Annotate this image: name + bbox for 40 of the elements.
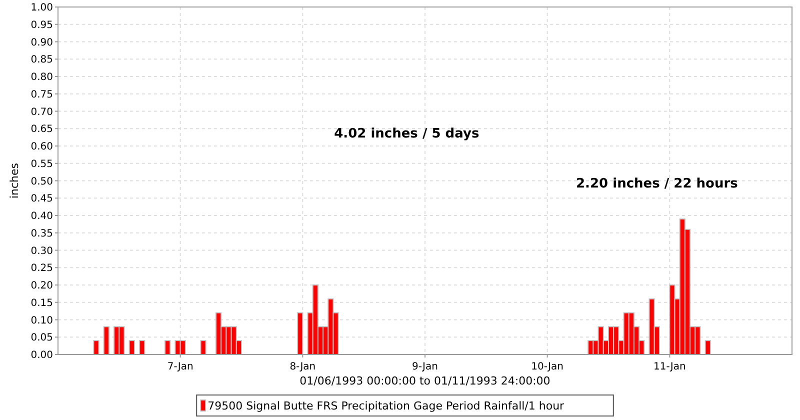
bar — [669, 284, 676, 355]
bar — [128, 340, 135, 355]
bar — [704, 340, 711, 355]
bar — [297, 312, 304, 355]
y-tick-label: 0.95 — [30, 20, 53, 31]
x-tick-label: 8-Jan — [290, 362, 316, 372]
y-tick-label: 1.00 — [30, 2, 53, 14]
y-tick-label: 0.60 — [30, 142, 53, 152]
y-tick-label: 0.05 — [30, 332, 53, 344]
y-tick-label: 0.25 — [30, 263, 53, 274]
bar — [139, 340, 146, 355]
legend-label: 79500 Signal Butte FRS Precipitation Gage Period Rainfall/1 hour — [208, 400, 565, 412]
y-tick-label: 0.10 — [30, 315, 53, 326]
x-tick-label: 7-Jan — [167, 362, 194, 372]
y-tick-label: 0.35 — [30, 228, 53, 240]
y-tick-label: 0.90 — [30, 37, 53, 48]
y-tick-label: 0.40 — [30, 211, 53, 222]
y-tick-label: 0.80 — [30, 72, 53, 83]
x-tick-label: 11-Jan — [654, 362, 686, 372]
y-tick-label: 0.20 — [30, 280, 53, 292]
x-tick-label: 10-Jan — [531, 362, 564, 372]
y-tick-label: 0.55 — [30, 158, 53, 170]
x-axis-title: 01/06/1993 00:00:00 to 01/11/1993 24:00:00 — [300, 374, 550, 388]
bar — [93, 340, 100, 355]
y-tick-label: 0.45 — [30, 194, 53, 205]
bar — [200, 340, 206, 355]
y-tick-label: 0.75 — [30, 89, 53, 100]
bar — [164, 340, 171, 355]
y-tick-label: 0.85 — [30, 54, 53, 66]
bar — [103, 326, 110, 355]
y-tick-label: 0.00 — [30, 350, 53, 361]
annotation: 4.02 inches / 5 days — [334, 126, 480, 142]
y-tick-label: 0.70 — [30, 106, 53, 118]
y-tick-label: 0.30 — [30, 246, 53, 257]
x-tick-label: 9-Jan — [412, 362, 438, 372]
y-tick-label: 0.50 — [30, 176, 53, 188]
y-tick-label: 0.65 — [30, 124, 53, 136]
annotation: 2.20 inches / 22 hours — [576, 176, 738, 192]
y-tick-label: 0.15 — [30, 298, 53, 309]
y-axis-title: inches — [8, 162, 21, 199]
